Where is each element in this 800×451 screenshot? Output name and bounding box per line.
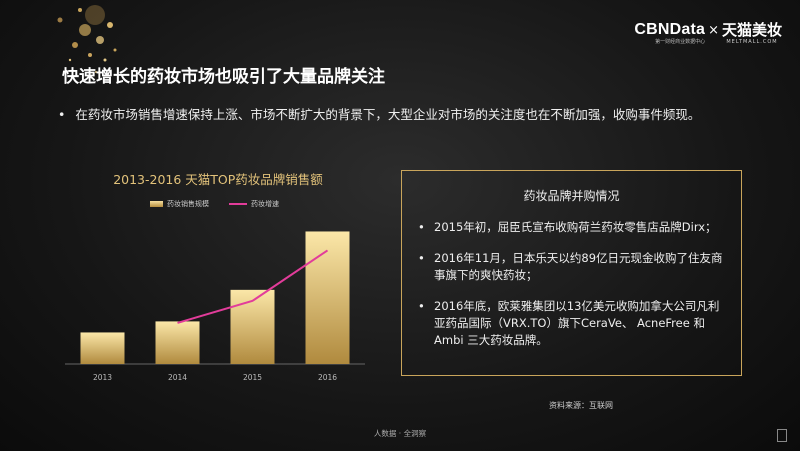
- partner-url: MELTMALL.COM: [726, 39, 778, 45]
- legend-bar-label: 药妆销售规模: [167, 200, 209, 208]
- page-corner-mark: [777, 429, 787, 442]
- brand-subtitle: 第一财经商业数据中心: [655, 39, 706, 45]
- list-item: 2015年初，屈臣氏宣布收购荷兰药妆零售店品牌Dirx；: [418, 219, 728, 236]
- list-item: 2016年底，欧莱雅集团以13亿美元收购加拿大公司凡利亚药品国际（VRX.TO）…: [418, 298, 728, 349]
- slide-title: 快速增长的药妆市场也吸引了大量品牌关注: [62, 67, 385, 87]
- legend-line-label: 药妆增速: [251, 200, 279, 208]
- footer-slogan: 人数据 · 全洞察: [373, 429, 427, 438]
- list-item: 2016年11月，日本乐天以约89亿日元现金收购了住友商事旗下的爽快药妆；: [418, 250, 728, 284]
- x-tick-label: 2015: [243, 373, 262, 382]
- chart-title: 2013-2016 天猫TOP药妆品牌销售额: [113, 172, 323, 187]
- brand-separator: ×: [708, 23, 719, 38]
- bar-2016: [305, 231, 350, 364]
- bullet-icon: •: [58, 107, 66, 122]
- acquisition-info-box: 药妆品牌并购情况 2015年初，屈臣氏宣布收购荷兰药妆零售店品牌Dirx； 20…: [401, 170, 742, 376]
- partner-name: 天猫美妆: [721, 21, 782, 39]
- x-tick-label: 2013: [93, 373, 112, 382]
- sales-chart: 2013 2014 2015 2016: [65, 231, 365, 382]
- acquisition-list: 2015年初，屈臣氏宣布收购荷兰药妆零售店品牌Dirx； 2016年11月，日本…: [418, 219, 728, 363]
- x-tick-label: 2016: [318, 373, 337, 382]
- intro-text: 在药妆市场销售增速保持上涨、市场不断扩大的背景下，大型企业对市场的关注度也在不断…: [75, 107, 701, 122]
- x-tick-label: 2014: [168, 373, 187, 382]
- growth-line: [177, 249, 329, 324]
- gold-splash-decoration: [57, 5, 117, 73]
- bar-2015: [230, 289, 275, 364]
- legend-line-swatch: [229, 203, 247, 205]
- info-box-title: 药妆品牌并购情况: [523, 189, 620, 203]
- intro-bullet: • 在药妆市场销售增速保持上涨、市场不断扩大的背景下，大型企业对市场的关注度也在不…: [58, 104, 700, 123]
- chart-legend: 药妆销售规模 药妆增速: [150, 199, 279, 209]
- bar-2013: [80, 332, 125, 364]
- bar-2014: [155, 321, 200, 364]
- data-source: 资料来源：互联网: [549, 401, 613, 410]
- brand-logo: CBNData 第一财经商业数据中心 × 天猫美妆 MELTMALL.COM: [634, 21, 782, 46]
- brand-name: CBNData: [634, 21, 706, 38]
- legend-bar-swatch: [150, 201, 163, 207]
